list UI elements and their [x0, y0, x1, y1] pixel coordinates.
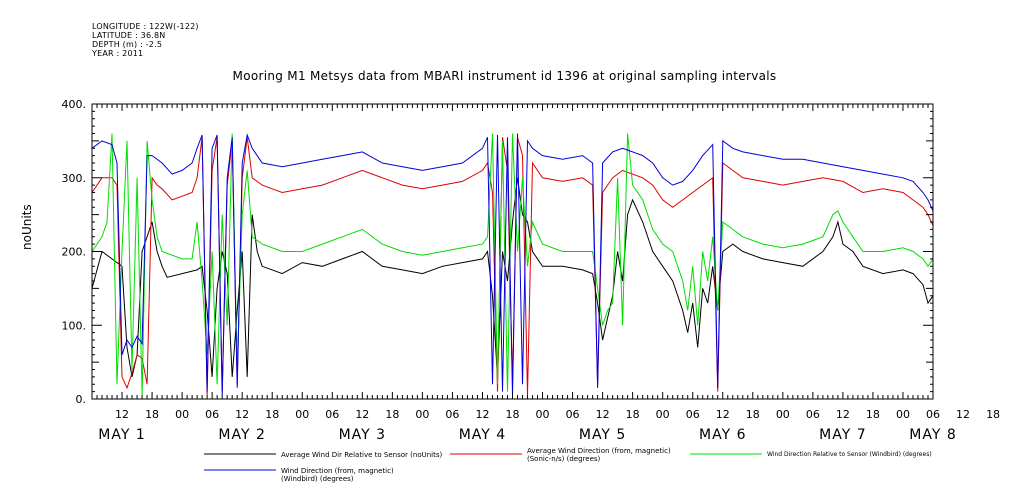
x-tick-label: 12: [596, 408, 610, 421]
x-day-label: MAY 2: [218, 427, 265, 443]
x-tick-label: 12: [956, 408, 970, 421]
series-line-1: [91, 177, 934, 378]
x-tick-label: 06: [325, 408, 339, 421]
legend-label-avg-wind-dir-sonic: Average Wind Direction (from, magnetic) …: [527, 447, 671, 463]
x-tick-label: 06: [205, 408, 219, 421]
x-tick-label: 12: [355, 408, 369, 421]
chart-title: Mooring M1 Metsys data from MBARI instru…: [232, 69, 777, 83]
x-tick-label: 00: [175, 408, 189, 421]
x-day-label: MAY 6: [699, 427, 746, 443]
y-tick-label: 100.: [62, 319, 87, 332]
x-tick-label: 00: [415, 408, 429, 421]
x-tick-label: 12: [235, 408, 249, 421]
legend-label-avg-wind-dir-rel: Average Wind Dir Relative to Sensor (noU…: [281, 451, 443, 459]
x-day-label: MAY 3: [339, 427, 386, 443]
x-tick-label: 18: [746, 408, 760, 421]
longitude-label: LONGITUDE : 122W(-122): [92, 22, 199, 31]
x-tick-label: 00: [536, 408, 550, 421]
legend-label-wind-dir-rel-windbird: Wind Direction Relative to Sensor (Windb…: [767, 451, 932, 458]
y-tick-label: 200.: [62, 246, 87, 259]
x-tick-label: 18: [385, 408, 399, 421]
depth-label: DEPTH (m) : -2.5: [92, 40, 163, 49]
x-day-label: MAY 4: [459, 427, 506, 443]
x-tick-label: 18: [506, 408, 520, 421]
x-tick-label: 18: [265, 408, 279, 421]
x-tick-label: 00: [776, 408, 790, 421]
legend: [204, 453, 762, 471]
x-day-label: MAY 8: [909, 427, 956, 443]
x-day-label: MAY 7: [819, 427, 866, 443]
axes-layer: 0. 100. 200. 300. 400. 12 18 00 06 12 18 00 06 12 18 00…: [62, 98, 1001, 443]
y-tick-label: 0.: [76, 393, 87, 406]
x-tick-label: 18: [866, 408, 880, 421]
x-tick-label: 00: [656, 408, 670, 421]
x-tick-label: 06: [926, 408, 940, 421]
x-tick-label: 18: [626, 408, 640, 421]
x-tick-label: 06: [806, 408, 820, 421]
x-tick-label: 06: [566, 408, 580, 421]
y-tick-label: 400.: [62, 98, 87, 111]
latitude-label: LATITUDE : 36.8N: [92, 31, 166, 40]
x-tick-label: 12: [115, 408, 129, 421]
series-line-4: [91, 133, 934, 396]
x-day-label: MAY 1: [98, 427, 145, 443]
y-tick-label: 300.: [62, 172, 87, 185]
year-label: YEAR : 2011: [92, 49, 144, 58]
x-tick-label: 12: [475, 408, 489, 421]
x-tick-label: 18: [145, 408, 159, 421]
x-tick-label: 12: [716, 408, 730, 421]
x-tick-label: 18: [986, 408, 1000, 421]
x-tick-label: 06: [445, 408, 459, 421]
x-tick-label: 06: [686, 408, 700, 421]
series-layer: [91, 133, 934, 396]
x-tick-label: 00: [295, 408, 309, 421]
legend-label-wind-dir-windbird: Wind Direction (from, magnetic) (Windbir…: [281, 467, 394, 483]
series-line-3: [91, 133, 934, 396]
x-day-label: MAY 5: [579, 427, 626, 443]
x-tick-label: 00: [896, 408, 910, 421]
x-tick-label: 12: [836, 408, 850, 421]
